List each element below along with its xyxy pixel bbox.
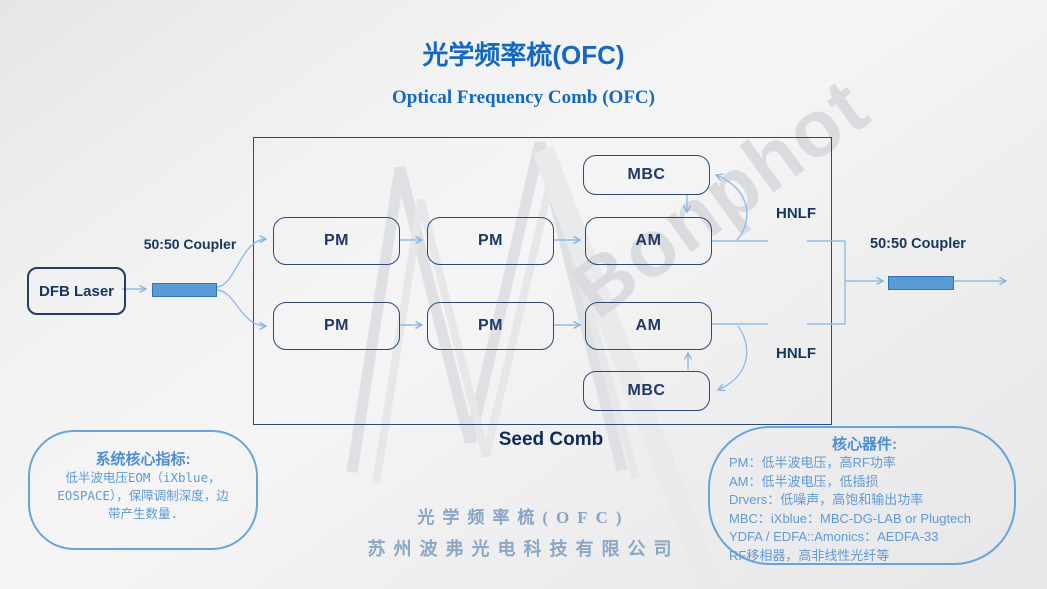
system-metrics-note: 系统核心指标: 低半波电压EOM（iXblue， EOSPACE），保障调制深度… — [28, 430, 258, 550]
core-components-line: AM：低半波电压，低插损 — [729, 473, 879, 489]
block-am-top: AM — [585, 217, 712, 265]
core-components-title: 核心器件: — [832, 436, 897, 453]
block-pm-bottom-1: PM — [273, 302, 400, 350]
block-mbc-bottom: MBC — [583, 371, 710, 411]
system-metrics-line: EOSPACE），保障调制深度，边 — [57, 488, 229, 503]
block-am-bottom: AM — [585, 302, 712, 350]
input-coupler-label: 50:50 Coupler — [143, 236, 237, 252]
seed-comb-label: Seed Comb — [498, 429, 604, 450]
block-pm-bottom-2: PM — [427, 302, 554, 350]
core-components-line: MBC：iXblue：MBC-DG-LAB or Plugtech — [729, 510, 972, 526]
core-components-note: 核心器件: PM：低半波电压，高RF功率 AM：低半波电压，低插损 Drvers… — [708, 426, 1016, 565]
block-dfb-laser: DFB Laser — [27, 267, 126, 315]
system-metrics-title: 系统核心指标: — [95, 451, 191, 468]
core-components-line: RF移相器，高非线性光纤等 — [729, 547, 890, 563]
core-components-line: YDFA / EDFA::Amonics：AEDFA-33 — [729, 529, 939, 544]
input-coupler-bar — [152, 283, 217, 297]
core-components-line: Drvers：低噪声，高饱和输出功率 — [729, 492, 924, 507]
output-coupler-label: 50:50 Coupler — [870, 236, 966, 252]
output-coupler-bar — [888, 276, 954, 290]
hnlf-bottom-label: HNLF — [776, 345, 816, 362]
footer-company-name: 苏州波弗光电科技有限公司 — [367, 539, 680, 559]
block-mbc-top: MBC — [583, 155, 710, 195]
footer-product-name: 光学频率梳(OFC) — [417, 508, 630, 527]
block-pm-top-2: PM — [427, 217, 554, 265]
core-components-line: PM：低半波电压，高RF功率 — [729, 455, 896, 470]
seed-comb-container-box — [253, 137, 832, 425]
system-metrics-line: 带产生数量. — [107, 506, 179, 521]
hnlf-top-label: HNLF — [776, 205, 816, 222]
system-metrics-line: 低半波电压EOM（iXblue， — [65, 470, 221, 485]
page-title: 光学频率梳(OFC) — [422, 40, 625, 70]
page-subtitle: Optical Frequency Comb (OFC) — [392, 87, 655, 108]
block-pm-top-1: PM — [273, 217, 400, 265]
